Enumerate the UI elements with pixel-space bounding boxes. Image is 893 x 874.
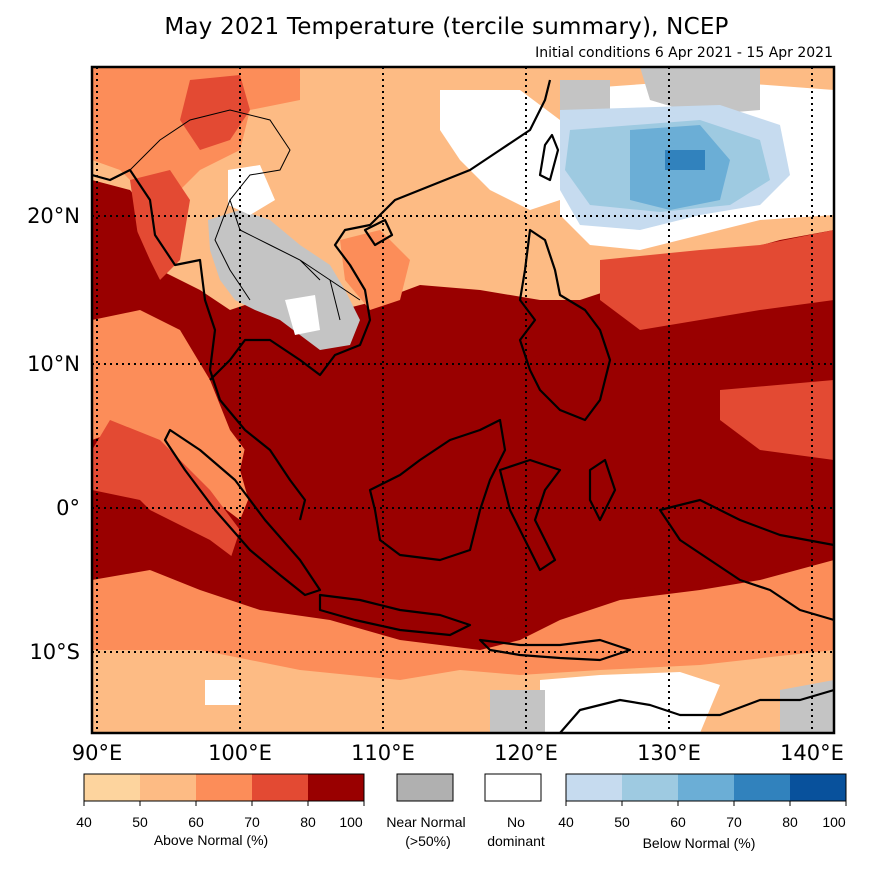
coastline-philippines bbox=[518, 228, 612, 422]
coastline-new-guinea bbox=[658, 498, 834, 622]
legend-below-bar: 40 50 60 70 80 100 Below Normal (%) bbox=[558, 773, 847, 851]
legend-near-normal-label-2: (>50%) bbox=[405, 833, 451, 849]
near-normal-region-south bbox=[490, 690, 545, 733]
country-borders bbox=[129, 109, 361, 321]
coastline-maluku bbox=[588, 458, 617, 522]
coastline-hainan bbox=[363, 218, 394, 247]
legend-above-tick-60: 60 bbox=[188, 814, 204, 830]
coastline-lesser-sunda bbox=[478, 638, 632, 662]
legend-above-tick-100: 100 bbox=[339, 814, 363, 830]
lon-label-90e: 90°E bbox=[72, 741, 123, 765]
lat-label-20n: 20°N bbox=[27, 204, 80, 228]
lon-label-100e: 100°E bbox=[208, 741, 272, 765]
legend-above-swatch-80 bbox=[308, 774, 364, 801]
above-60-region-west bbox=[92, 310, 260, 520]
no-dominant-region-sw bbox=[205, 680, 240, 705]
no-dominant-region-cambodia bbox=[285, 295, 320, 335]
coastline-taiwan bbox=[538, 133, 560, 182]
lon-label-120e: 120°E bbox=[494, 741, 558, 765]
map-frame bbox=[90, 65, 836, 735]
legend-near-normal-label-1: Near Normal bbox=[386, 814, 465, 830]
no-dominant-region-indochina bbox=[228, 165, 275, 215]
lon-label-140e: 140°E bbox=[780, 741, 844, 765]
coastline-java bbox=[318, 593, 472, 637]
lon-axis-labels: 90°E 100°E 110°E 120°E 130°E 140°E bbox=[72, 741, 844, 765]
map-title: May 2021 Temperature (tercile summary), … bbox=[164, 14, 729, 40]
above-60-region-indochina-east bbox=[340, 230, 410, 310]
legend: 40 50 60 70 80 100 Above Normal (%) Near… bbox=[76, 773, 847, 851]
coastline-sumatra bbox=[163, 428, 322, 597]
above-70-region-north bbox=[180, 75, 250, 150]
legend-above-swatch-60 bbox=[196, 774, 252, 801]
above-80-region-indian-ocean bbox=[92, 500, 250, 580]
lat-axis-labels: 20°N 10°N 0° 10°S bbox=[27, 204, 80, 664]
legend-below-swatch-60 bbox=[678, 774, 734, 801]
legend-no-dominant-label-1: No bbox=[507, 814, 525, 830]
lat-label-10n: 10°N bbox=[27, 352, 80, 376]
legend-below-swatch-50 bbox=[622, 774, 678, 801]
above-70-region-west bbox=[92, 420, 240, 560]
above-80-region-west bbox=[92, 215, 170, 310]
legend-no-dominant-label-2: dominant bbox=[487, 833, 545, 849]
legend-above-swatch-50 bbox=[140, 774, 196, 801]
coastline-australia bbox=[559, 688, 834, 733]
legend-below-tick-40: 40 bbox=[558, 814, 574, 830]
near-normal-region-indochina bbox=[208, 210, 360, 350]
above-70-region-ne-pacific bbox=[600, 230, 834, 330]
lon-label-110e: 110°E bbox=[351, 741, 415, 765]
legend-below-swatch-80 bbox=[790, 774, 846, 801]
legend-below-swatch-40 bbox=[566, 774, 622, 801]
tercile-regions bbox=[92, 67, 834, 733]
map-subtitle: Initial conditions 6 Apr 2021 - 15 Apr 2… bbox=[535, 45, 833, 61]
legend-above-swatch-40 bbox=[84, 774, 140, 801]
legend-above-tick-70: 70 bbox=[244, 814, 260, 830]
near-normal-region-north-2 bbox=[560, 80, 610, 110]
legend-below-tick-60: 60 bbox=[670, 814, 686, 830]
legend-below-tick-80: 80 bbox=[782, 814, 798, 830]
legend-below-tick-100: 100 bbox=[822, 814, 846, 830]
legend-above-tick-80: 80 bbox=[300, 814, 316, 830]
legend-below-swatch-70 bbox=[734, 774, 790, 801]
legend-above-tick-50: 50 bbox=[132, 814, 148, 830]
above-70-region-east bbox=[720, 380, 834, 460]
legend-below-frame bbox=[565, 773, 847, 802]
lat-label-0: 0° bbox=[56, 496, 80, 520]
legend-above-bar: 40 50 60 70 80 100 Above Normal (%) bbox=[76, 773, 365, 848]
below-70-region bbox=[665, 150, 705, 170]
legend-near-normal-swatch bbox=[396, 773, 454, 802]
border-lines bbox=[129, 109, 361, 321]
legend-no-dominant-swatch bbox=[484, 773, 542, 802]
coastlines bbox=[92, 79, 834, 733]
coastline-sulawesi bbox=[498, 458, 562, 572]
legend-above-swatch-70 bbox=[252, 774, 308, 801]
coastline-borneo bbox=[368, 418, 507, 562]
lat-label-10s: 10°S bbox=[29, 640, 80, 664]
legend-below-tick-50: 50 bbox=[614, 814, 630, 830]
legend-below-tick-70: 70 bbox=[726, 814, 742, 830]
legend-above-tick-40: 40 bbox=[76, 814, 92, 830]
legend-above-frame bbox=[83, 773, 365, 802]
graticule bbox=[92, 67, 834, 733]
legend-below-label: Below Normal (%) bbox=[643, 835, 756, 851]
legend-above-label: Above Normal (%) bbox=[154, 832, 268, 848]
lon-label-130e: 130°E bbox=[637, 741, 701, 765]
coastline-mainland bbox=[92, 79, 552, 521]
